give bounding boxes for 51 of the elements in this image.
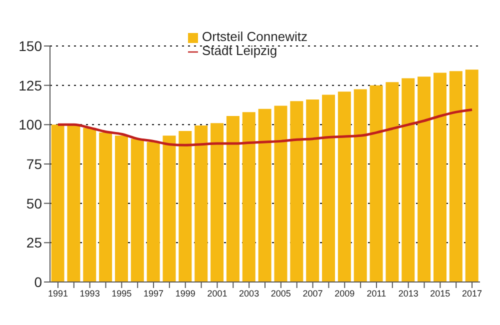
- y-tick-label: 0: [34, 274, 42, 290]
- bar: [306, 99, 320, 282]
- bar: [290, 101, 304, 282]
- y-tick-label: 25: [26, 234, 42, 251]
- bar: [433, 72, 446, 282]
- bar: [386, 82, 399, 282]
- bar: [370, 85, 383, 282]
- x-tick-label: 1999: [175, 288, 196, 298]
- y-tick-label: 75: [26, 156, 42, 172]
- bar: [402, 78, 415, 282]
- bar: [67, 125, 80, 282]
- y-tick-label: 100: [18, 116, 42, 133]
- legend-label: Stadt Leipzig: [202, 43, 278, 58]
- x-tick-label: 2015: [430, 288, 450, 298]
- bar: [210, 123, 224, 282]
- y-tick-label: 125: [18, 77, 42, 94]
- y-tick-label: 150: [18, 38, 42, 54]
- x-tick-label: 1991: [48, 288, 68, 298]
- bar: [449, 71, 462, 282]
- bar: [226, 116, 240, 282]
- bar: [354, 89, 367, 282]
- bar: [465, 70, 478, 282]
- bar: [258, 108, 272, 282]
- x-tick-label: 1997: [144, 288, 164, 298]
- bar: [114, 136, 128, 282]
- x-tick-label: 2009: [334, 288, 355, 298]
- bar: [338, 92, 351, 282]
- x-tick-label: 1995: [112, 288, 132, 298]
- bar: [51, 124, 64, 282]
- x-tick-label: 2011: [366, 288, 386, 298]
- x-tick-label: 2003: [239, 288, 260, 298]
- bar: [178, 130, 192, 282]
- line-series: [56, 108, 474, 146]
- y-tick-label: 50: [26, 195, 42, 212]
- bar: [162, 136, 176, 282]
- bar: [322, 94, 336, 282]
- x-tick-label: 1993: [80, 288, 100, 298]
- x-tick-label: 2005: [270, 288, 291, 298]
- x-tick-label: 2001: [207, 288, 228, 298]
- bar: [274, 106, 288, 282]
- x-tick-label: 2017: [462, 288, 482, 298]
- bar: [83, 128, 96, 282]
- bar: [99, 132, 112, 282]
- bar: [130, 138, 144, 282]
- bar: [146, 142, 160, 282]
- x-tick-label: 2013: [398, 288, 418, 298]
- bar: [194, 125, 208, 282]
- x-tick-label: 2007: [302, 288, 323, 298]
- legend-label: Ortsteil Connewitz: [202, 29, 308, 44]
- bar: [418, 76, 431, 282]
- bar: [242, 112, 256, 282]
